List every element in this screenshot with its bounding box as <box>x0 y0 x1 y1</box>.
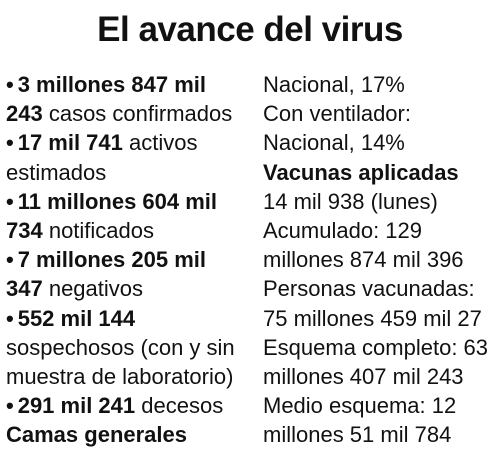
bullet-icon: • <box>6 72 14 97</box>
stat-text: millones 407 mil 243 <box>263 363 464 389</box>
stat-line: muestra de laboratorio) <box>6 362 254 391</box>
stat-line: Con ventilador: <box>263 99 498 128</box>
stat-value: Camas generales <box>6 422 187 448</box>
stat-line: 347 negativos <box>6 274 254 303</box>
stat-value: 243 <box>6 101 43 127</box>
stat-line: millones 874 mil 396 <box>263 245 498 274</box>
stat-line: • 7 millones 205 mil <box>6 245 254 274</box>
stat-line: • 11 millones 604 mil <box>6 187 254 216</box>
stat-text: millones 874 mil 396 <box>263 247 464 273</box>
stat-line: 734 notificados <box>6 216 254 245</box>
stat-text: casos confirmados <box>42 101 233 127</box>
stat-text: 75 millones 459 mil 27 <box>263 305 482 331</box>
stat-text: Nacional, 14% <box>263 130 405 156</box>
stat-line: 14 mil 938 (lunes) <box>263 187 498 216</box>
stat-text: estimados <box>6 159 107 185</box>
stat-text: Personas vacunadas: <box>263 276 475 302</box>
stat-value: 7 millones 205 mil <box>17 247 207 273</box>
bullet-icon: • <box>6 130 14 156</box>
stat-line: • 291 mil 241 decesos <box>6 391 254 420</box>
stat-line: Nacional, 17% <box>263 70 498 99</box>
stat-line: 243 casos confirmados <box>6 99 254 128</box>
stat-value: Vacunas aplicadas <box>263 159 459 185</box>
stats-column-left: • 3 millones 847 mil 243 casos confirmados… <box>6 70 254 449</box>
stat-line: Medio esquema: 12 <box>263 391 498 420</box>
stat-text: muestra de laboratorio) <box>6 363 234 389</box>
stat-value: 552 mil 144 <box>17 305 136 331</box>
stat-line: Vacunas aplicadas <box>263 158 498 187</box>
stat-text: Acumulado: 129 <box>263 217 422 243</box>
stat-text: Nacional, 17% <box>263 72 405 97</box>
bullet-icon: • <box>6 305 14 331</box>
stat-text: sospechosos (con y sin <box>6 334 235 360</box>
stat-value: 3 millones 847 mil <box>17 72 207 97</box>
stat-line: Nacional, 14% <box>263 128 498 157</box>
stat-line: Acumulado: 129 <box>263 216 498 245</box>
page-title: El avance del virus <box>97 10 403 49</box>
stat-value: 17 mil 741 <box>17 130 123 156</box>
stat-line: • 552 mil 144 <box>6 304 254 333</box>
stat-text: 14 mil 938 (lunes) <box>263 188 438 214</box>
stat-text: Esquema completo: 63 <box>263 334 489 360</box>
stat-text: Con ventilador: <box>263 101 411 127</box>
stat-line: estimados <box>6 158 254 187</box>
stat-line: 75 millones 459 mil 27 <box>263 304 498 333</box>
stat-line: • 17 mil 741 activos <box>6 128 254 157</box>
stat-value: 347 <box>6 276 43 302</box>
stats-column-right: Nacional, 17% Con ventilador: Nacional, 14… <box>263 70 498 449</box>
stat-text: negativos <box>42 276 144 302</box>
stat-line: sospechosos (con y sin <box>6 333 254 362</box>
stat-line: millones 51 mil 784 <box>263 420 498 449</box>
stat-line: Personas vacunadas: <box>263 274 498 303</box>
stat-line: millones 407 mil 243 <box>263 362 498 391</box>
stat-line: Camas generales <box>6 420 254 449</box>
stat-text: notificados <box>42 217 155 243</box>
stat-value: 291 mil 241 <box>17 393 136 419</box>
stat-line: Esquema completo: 63 <box>263 333 498 362</box>
stat-text: millones 51 mil 784 <box>263 422 452 448</box>
stat-value: 734 <box>6 217 43 243</box>
stat-text: decesos <box>135 393 224 419</box>
stat-value: 11 millones 604 mil <box>17 188 218 214</box>
stat-text: activos <box>122 130 198 156</box>
bullet-icon: • <box>6 188 14 214</box>
stat-line: • 3 millones 847 mil <box>6 70 254 99</box>
stat-text: Medio esquema: 12 <box>263 393 457 419</box>
bullet-icon: • <box>6 393 14 419</box>
bullet-icon: • <box>6 247 14 273</box>
